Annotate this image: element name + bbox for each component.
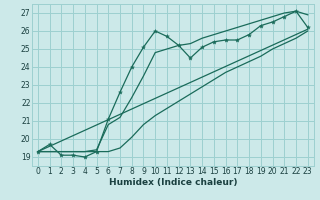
X-axis label: Humidex (Indice chaleur): Humidex (Indice chaleur) — [108, 178, 237, 187]
